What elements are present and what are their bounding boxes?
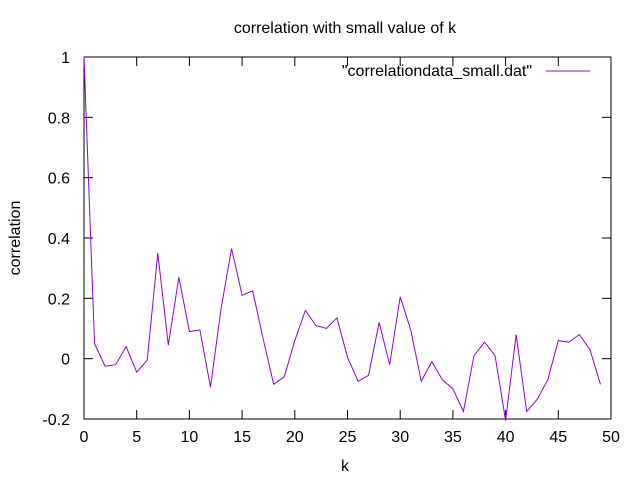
x-tick-label: 20 xyxy=(286,429,304,446)
series-line xyxy=(83,56,601,421)
x-tick-label: 15 xyxy=(233,429,251,446)
x-tick-label: 45 xyxy=(549,429,567,446)
plot-border xyxy=(83,56,612,420)
x-tick-label: 10 xyxy=(181,429,199,446)
y-tick-label: 0.8 xyxy=(48,110,70,127)
plot-area xyxy=(83,56,612,420)
chart-title: correlation with small value of k xyxy=(234,20,457,37)
x-tick-label: 40 xyxy=(497,429,515,446)
legend-label: "correlationdata_small.dat" xyxy=(342,63,532,80)
y-tick-label: 0.6 xyxy=(48,171,70,188)
y-tick-label: 0.2 xyxy=(48,291,70,308)
y-tick-label: -0.2 xyxy=(42,412,70,429)
series-group xyxy=(83,56,601,421)
y-tick-label: 0 xyxy=(61,352,70,369)
y-tick-label: 1 xyxy=(61,50,70,67)
x-tick-label: 30 xyxy=(391,429,409,446)
x-axis-title: k xyxy=(341,458,350,475)
x-tick-label: 5 xyxy=(132,429,141,446)
x-tick-label: 25 xyxy=(339,429,357,446)
x-tick-label: 0 xyxy=(80,429,89,446)
x-axis-tick-labels: 0 5 10 15 20 25 30 35 40 45 50 xyxy=(80,429,620,446)
y-axis-tick-labels: -0.2 0 0.2 0.4 0.6 0.8 1 xyxy=(42,50,70,429)
x-tick-label: 35 xyxy=(444,429,462,446)
x-tick-label: 50 xyxy=(602,429,620,446)
axis-ticks xyxy=(83,56,612,420)
y-axis-title: correlation xyxy=(7,201,24,276)
legend: "correlationdata_small.dat" xyxy=(342,63,590,80)
y-tick-label: 0.4 xyxy=(48,231,70,248)
